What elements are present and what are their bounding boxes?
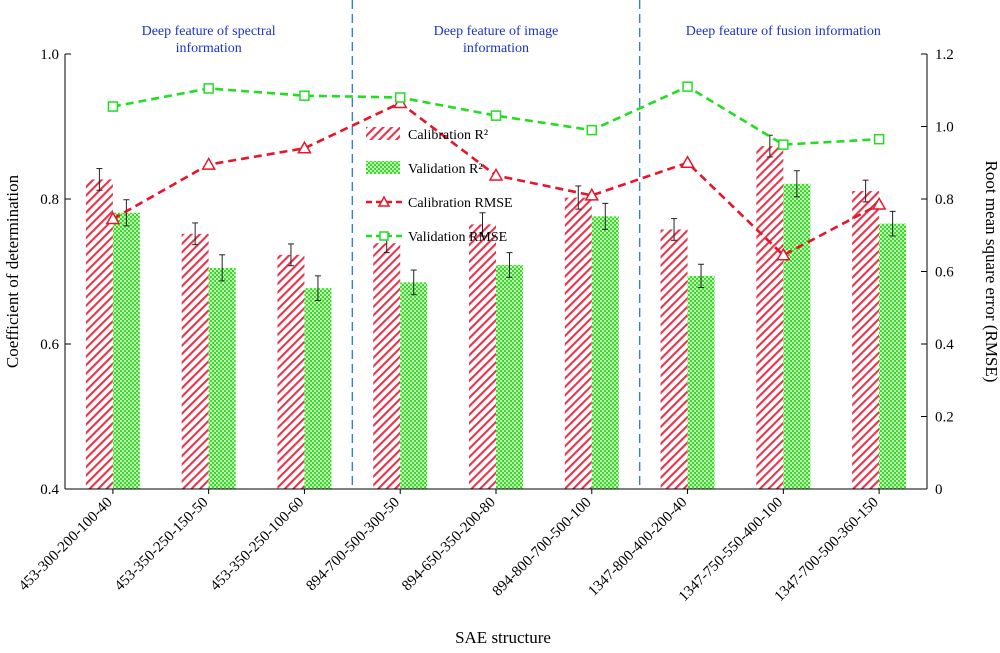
y2-tick-label: 0.6 bbox=[935, 265, 954, 281]
calibration-rmse-point bbox=[584, 187, 600, 201]
y2-tick-label: 0 bbox=[935, 482, 943, 498]
validation-rmse-point bbox=[299, 90, 310, 101]
calibration-r2-bar bbox=[660, 229, 688, 489]
validation-r2-bar bbox=[687, 275, 715, 489]
legend-calibration-r2-swatch bbox=[366, 127, 400, 140]
group-title-1-line1: Deep feature of spectral bbox=[142, 24, 276, 39]
validation-rmse-point bbox=[203, 83, 214, 94]
legend-label: Validation RMSE bbox=[408, 230, 507, 245]
validation-rmse-line bbox=[112, 85, 880, 146]
legend-label: Validation R² bbox=[408, 162, 483, 177]
y-tick-label: 0.8 bbox=[40, 192, 59, 208]
calibration-rmse-point bbox=[871, 196, 887, 210]
calibration-rmse-point bbox=[201, 157, 216, 170]
calibration-r2-bar bbox=[373, 243, 401, 489]
validation-rmse-point bbox=[586, 124, 598, 136]
group-title-3-line1: Deep feature of fusion information bbox=[686, 24, 881, 39]
validation-rmse-point bbox=[873, 133, 885, 145]
group-title-2-line2: information bbox=[463, 41, 529, 56]
calibration-r2-bar bbox=[852, 191, 880, 489]
group-title-1-line2: information bbox=[176, 41, 242, 56]
validation-r2-bar bbox=[112, 212, 140, 489]
validation-rmse-point bbox=[778, 139, 789, 150]
group-title-2-line1: Deep feature of image bbox=[434, 24, 559, 39]
validation-r2-bar bbox=[304, 288, 332, 489]
calibration-rmse-point bbox=[105, 211, 121, 225]
y2-tick-label: 0.4 bbox=[935, 337, 954, 353]
calibration-r2-bar bbox=[756, 146, 784, 489]
calibration-r2-bar bbox=[564, 197, 592, 490]
x-tick-label: 453-350-250-100-60 bbox=[208, 495, 308, 595]
legend-calibration-rmse-marker bbox=[377, 195, 391, 207]
y2-tick-label: 0.2 bbox=[935, 410, 954, 426]
calibration-rmse-point bbox=[680, 155, 695, 168]
x-axis-title: SAE structure bbox=[455, 628, 551, 647]
calibration-r2-bar bbox=[85, 179, 113, 490]
legend-validation-rmse-marker bbox=[379, 231, 389, 241]
validation-r2-bar bbox=[208, 267, 236, 489]
x-tick-label: 453-350-250-150-50 bbox=[112, 495, 212, 595]
calibration-r2-bar bbox=[277, 254, 305, 489]
calibration-rmse-point bbox=[488, 167, 504, 181]
x-tick-label: 453-300-200-100-40 bbox=[16, 495, 116, 595]
y-tick-label: 0.6 bbox=[40, 337, 59, 353]
y-axis-title: Coefficient of determination bbox=[3, 174, 22, 368]
y-tick-label: 1.0 bbox=[40, 47, 59, 63]
legend-validation-r2-swatch bbox=[366, 161, 400, 174]
x-tick-label: 1347-700-500-360-150 bbox=[772, 495, 882, 605]
validation-rmse-point bbox=[107, 101, 119, 112]
calibration-rmse-point bbox=[776, 247, 791, 261]
x-tick-label: 894-800-700-500-100 bbox=[490, 495, 595, 600]
validation-rmse-point bbox=[490, 110, 502, 121]
y2-axis-title: Root mean square error (RMSE) bbox=[982, 161, 1000, 383]
validation-r2-bar bbox=[879, 223, 907, 489]
x-tick-label: 894-700-500-300-50 bbox=[303, 495, 403, 595]
validation-rmse-point bbox=[394, 92, 406, 103]
y2-tick-label: 0.8 bbox=[935, 192, 954, 208]
x-tick-label: 894-650-350-200-80 bbox=[399, 495, 499, 595]
x-tick-label: 1347-750-550-400-100 bbox=[676, 495, 786, 605]
calibration-r2-bar bbox=[469, 224, 496, 489]
calibration-r2-bar bbox=[181, 233, 209, 489]
legend-label: Calibration R² bbox=[408, 128, 488, 143]
y2-tick-label: 1.2 bbox=[935, 47, 954, 63]
validation-r2-bar bbox=[496, 264, 523, 489]
x-tick-label: 1347-800-400-200-40 bbox=[585, 495, 690, 600]
validation-rmse-point bbox=[682, 81, 693, 92]
legend-label: Calibration RMSE bbox=[408, 196, 513, 211]
calibration-rmse-point bbox=[297, 140, 312, 154]
validation-r2-bar bbox=[591, 216, 619, 489]
validation-r2-bar bbox=[400, 282, 428, 489]
y-tick-label: 0.4 bbox=[40, 482, 59, 498]
validation-r2-bar bbox=[783, 183, 811, 489]
y2-tick-label: 1.0 bbox=[935, 120, 954, 136]
